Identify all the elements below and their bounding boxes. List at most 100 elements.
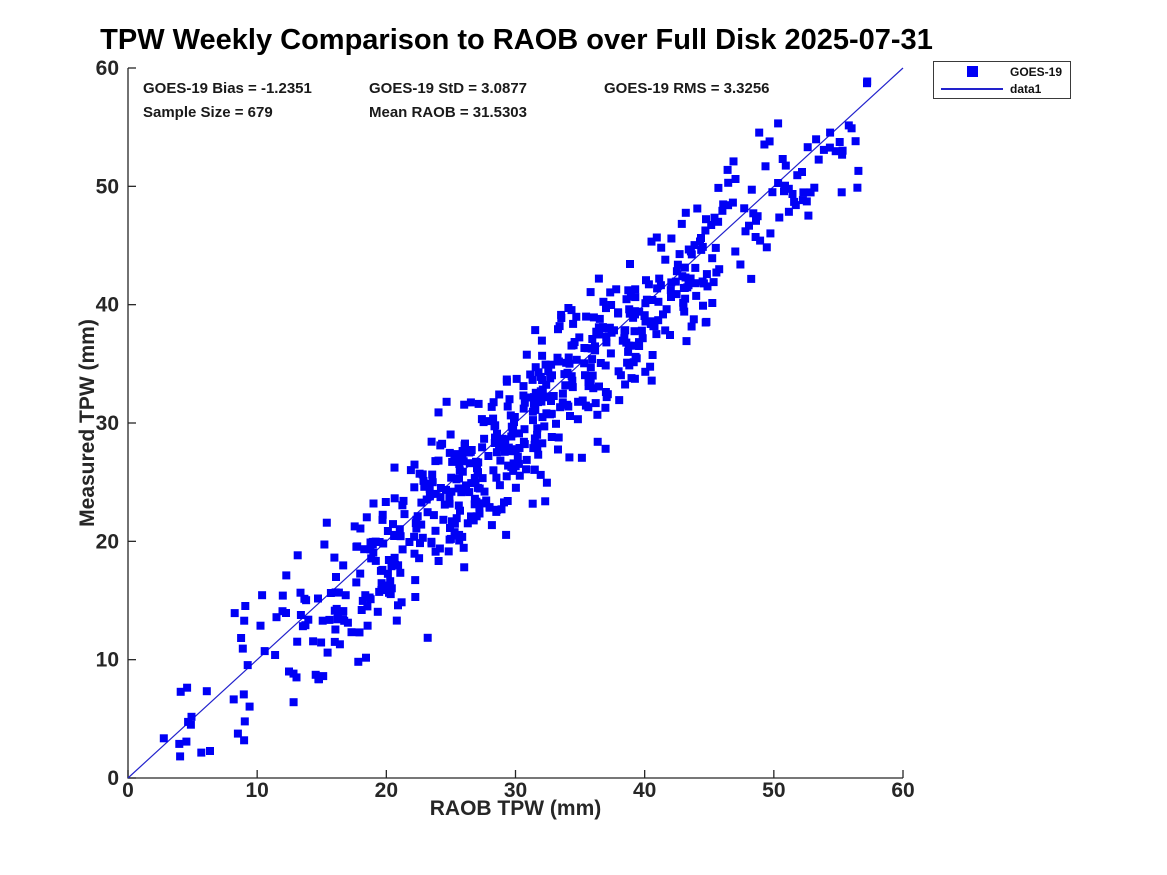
scatter-point bbox=[528, 499, 537, 508]
scatter-point bbox=[333, 615, 342, 624]
scatter-point bbox=[366, 545, 375, 554]
scatter-point bbox=[585, 377, 594, 386]
scatter-point bbox=[475, 503, 484, 512]
y-tick-label: 30 bbox=[96, 412, 119, 435]
scatter-point bbox=[496, 456, 505, 465]
scatter-point bbox=[389, 520, 397, 529]
scatter-point bbox=[447, 473, 456, 482]
scatter-point bbox=[386, 577, 395, 586]
scatter-point bbox=[489, 398, 498, 407]
scatter-point bbox=[838, 150, 847, 159]
scatter-point bbox=[572, 312, 581, 321]
scatter-point bbox=[480, 487, 489, 496]
scatter-point bbox=[272, 613, 281, 622]
scatter-point bbox=[626, 286, 635, 295]
scatter-point bbox=[429, 511, 438, 520]
scatter-point bbox=[319, 672, 328, 681]
legend-symbol-cell bbox=[934, 66, 1010, 77]
scatter-point bbox=[630, 327, 639, 336]
scatter-point bbox=[689, 315, 698, 324]
scatter-point bbox=[592, 327, 601, 336]
scatter-point bbox=[427, 537, 436, 546]
scatter-point bbox=[339, 561, 348, 570]
scatter-point bbox=[465, 448, 474, 457]
scatter-point bbox=[412, 524, 421, 533]
scatter-point bbox=[577, 453, 586, 462]
scatter-point bbox=[446, 524, 454, 532]
scatter-point bbox=[434, 408, 443, 417]
scatter-point bbox=[593, 437, 602, 446]
scatter-point bbox=[729, 157, 738, 166]
scatter-point bbox=[552, 419, 560, 428]
scatter-point bbox=[431, 547, 440, 556]
x-tick-label: 10 bbox=[245, 779, 268, 802]
scatter-point bbox=[278, 607, 287, 616]
scatter-point bbox=[378, 515, 387, 524]
scatter-point bbox=[186, 720, 195, 729]
scatter-point bbox=[542, 380, 551, 389]
scatter-point bbox=[547, 433, 556, 441]
scatter-point bbox=[466, 398, 475, 407]
scatter-point bbox=[383, 527, 392, 535]
scatter-point bbox=[606, 288, 615, 297]
scatter-point bbox=[406, 466, 415, 475]
scatter-point bbox=[851, 137, 860, 146]
stat-bias: GOES-19 Bias = -1.2351 bbox=[143, 80, 312, 97]
scatter-point bbox=[520, 398, 529, 407]
scatter-point bbox=[781, 181, 789, 190]
scatter-point bbox=[289, 669, 298, 678]
scatter-point bbox=[371, 556, 380, 565]
scatter-point bbox=[202, 687, 211, 696]
legend-entry-data1: data1 bbox=[934, 81, 1070, 96]
scatter-point bbox=[693, 204, 702, 213]
scatter-point bbox=[187, 712, 196, 721]
scatter-point bbox=[519, 391, 528, 400]
scatter-point bbox=[502, 375, 511, 384]
x-tick-label: 0 bbox=[122, 779, 134, 802]
scatter-point bbox=[183, 683, 192, 692]
scatter-point bbox=[755, 128, 764, 137]
scatter-point bbox=[543, 392, 552, 401]
scatter-point bbox=[515, 471, 524, 480]
scatter-point bbox=[392, 616, 401, 625]
scatter-point bbox=[831, 147, 840, 156]
scatter-point bbox=[641, 367, 650, 376]
scatter-point bbox=[666, 286, 675, 295]
scatter-point bbox=[492, 448, 501, 457]
scatter-point bbox=[366, 595, 375, 604]
scatter-point bbox=[233, 729, 242, 738]
scatter-point bbox=[478, 474, 487, 483]
scatter-point bbox=[554, 433, 563, 442]
scatter-point bbox=[455, 536, 464, 545]
scatter-point bbox=[360, 545, 369, 554]
scatter-point bbox=[439, 515, 448, 524]
scatter-point bbox=[804, 211, 813, 220]
scatter-point bbox=[293, 551, 302, 560]
scatter-point bbox=[330, 637, 339, 646]
scatter-point bbox=[541, 497, 550, 506]
scatter-point bbox=[631, 310, 639, 319]
scatter-point bbox=[390, 530, 399, 539]
scatter-point bbox=[335, 640, 344, 649]
scatter-point bbox=[428, 470, 437, 479]
scatter-point bbox=[819, 145, 828, 154]
scatter-point bbox=[423, 508, 432, 517]
scatter-point bbox=[492, 473, 501, 482]
scatter-point bbox=[363, 621, 372, 630]
scatter-point bbox=[538, 439, 547, 448]
scatter-point bbox=[647, 237, 656, 246]
scatter-point bbox=[373, 607, 382, 616]
scatter-point bbox=[519, 404, 528, 413]
scatter-point bbox=[612, 285, 621, 294]
scatter-point bbox=[470, 474, 479, 482]
scatter-point bbox=[431, 489, 440, 498]
scatter-point bbox=[411, 576, 420, 585]
scatter-point bbox=[638, 334, 647, 343]
scatter-point bbox=[258, 591, 267, 600]
scatter-point bbox=[423, 633, 432, 642]
scatter-point bbox=[596, 359, 605, 367]
scatter-point bbox=[586, 363, 595, 372]
scatter-point bbox=[640, 312, 649, 320]
scatter-point bbox=[495, 441, 504, 450]
scatter-point bbox=[490, 439, 499, 447]
